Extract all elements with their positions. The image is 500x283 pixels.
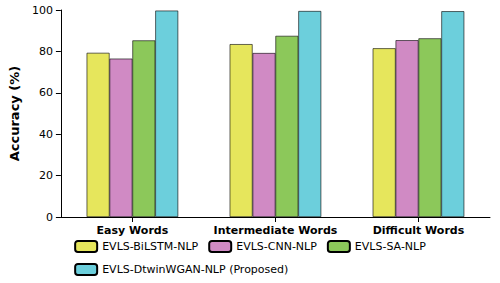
svg-text:100: 100: [32, 4, 53, 17]
svg-text:40: 40: [39, 128, 53, 141]
svg-text:80: 80: [39, 45, 53, 58]
svg-text:Difficult Words: Difficult Words: [373, 224, 465, 237]
svg-text:EVLS-BiLSTM-NLP: EVLS-BiLSTM-NLP: [102, 240, 198, 253]
svg-text:Accuracy (%): Accuracy (%): [7, 66, 22, 162]
svg-text:EVLS-SA-NLP: EVLS-SA-NLP: [355, 240, 426, 253]
svg-text:60: 60: [39, 86, 53, 99]
svg-text:Intermediate Words: Intermediate Words: [214, 224, 338, 237]
svg-text:Easy Words: Easy Words: [97, 224, 169, 237]
svg-text:20: 20: [39, 169, 53, 182]
svg-text:EVLS-DtwinWGAN-NLP (Proposed): EVLS-DtwinWGAN-NLP (Proposed): [102, 263, 288, 276]
svg-text:0: 0: [46, 211, 53, 224]
svg-text:EVLS-CNN-NLP: EVLS-CNN-NLP: [236, 240, 317, 253]
